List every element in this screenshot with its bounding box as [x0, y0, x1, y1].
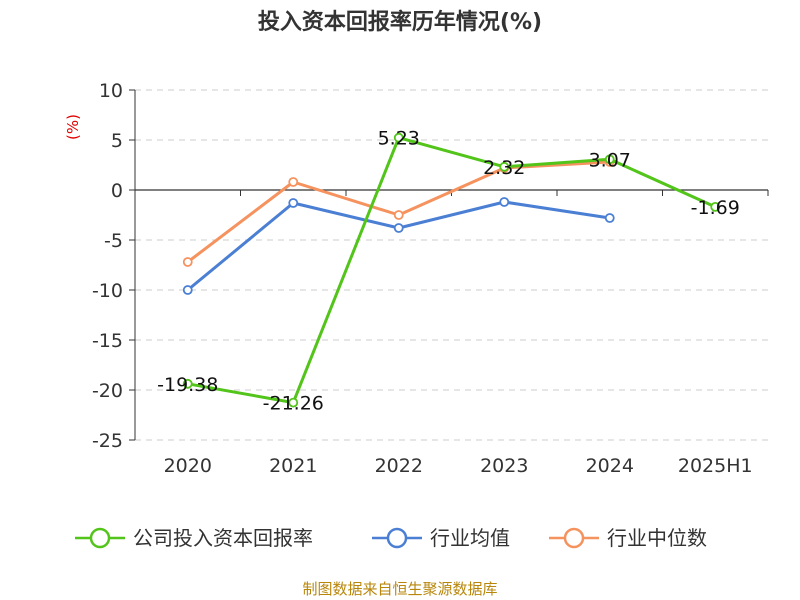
- data-point: [499, 197, 510, 207]
- data-label: -19.38: [157, 374, 218, 396]
- data-point: [710, 201, 721, 212]
- data-label: 5.23: [378, 128, 420, 150]
- y-axis-label: (%): [64, 114, 82, 140]
- data-point: [499, 161, 510, 172]
- x-tick-label: 2020: [164, 455, 212, 477]
- y-tick-label: 0: [111, 180, 123, 202]
- grid-lines: [135, 89, 768, 441]
- chart-title: 投入资本回报率历年情况(%): [257, 10, 543, 35]
- x-tick-label: 2024: [586, 455, 634, 477]
- legend-marker: [386, 527, 408, 549]
- data-label: -21.26: [263, 393, 324, 415]
- data-point: [182, 285, 193, 295]
- y-tick-label: 10: [99, 80, 123, 102]
- data-point: [604, 213, 615, 223]
- data-point: [393, 210, 404, 220]
- data-point: [182, 257, 193, 267]
- data-point: [393, 223, 404, 233]
- data-point: [604, 154, 615, 165]
- legend-label: 行业均值: [430, 526, 510, 550]
- x-tick-label: 2025H1: [678, 455, 753, 477]
- data-point: [393, 132, 404, 143]
- data-point: [288, 198, 299, 208]
- legend-label: 行业中位数: [607, 526, 707, 550]
- data-label: -1.69: [691, 197, 740, 219]
- x-tick-label: 2021: [269, 455, 317, 477]
- data-label: 3.07: [589, 149, 631, 171]
- data-point: [182, 378, 193, 389]
- series-line: [187, 136, 716, 405]
- series-lines: [182, 132, 721, 408]
- source-note: 制图数据来自恒生聚源数据库: [302, 580, 498, 598]
- data-labels: -19.38 -21.26 5.23 2.32 3.07 -1.69: [157, 128, 740, 415]
- data-point: [288, 397, 299, 408]
- legend: 公司投入资本回报率 行业均值 行业中位数: [75, 526, 707, 550]
- y-tick-label: -5: [104, 230, 123, 252]
- legend-label: 公司投入资本回报率: [133, 526, 313, 550]
- axes: 10 5 0 -5 -10 -15 -20 -25 2020 2021 2022 2023 2024 20…: [64, 80, 769, 477]
- data-label: 2.32: [483, 157, 525, 179]
- y-tick-label: -20: [92, 380, 123, 402]
- data-point: [288, 177, 299, 187]
- y-tick-label: 5: [111, 130, 123, 152]
- y-tick-label: -15: [92, 330, 123, 352]
- legend-marker: [563, 527, 585, 549]
- y-tick-label: -10: [92, 280, 123, 302]
- x-tick-label: 2023: [480, 455, 528, 477]
- legend-marker: [89, 527, 111, 549]
- x-tick-label: 2022: [375, 455, 423, 477]
- y-tick-label: -25: [92, 430, 123, 452]
